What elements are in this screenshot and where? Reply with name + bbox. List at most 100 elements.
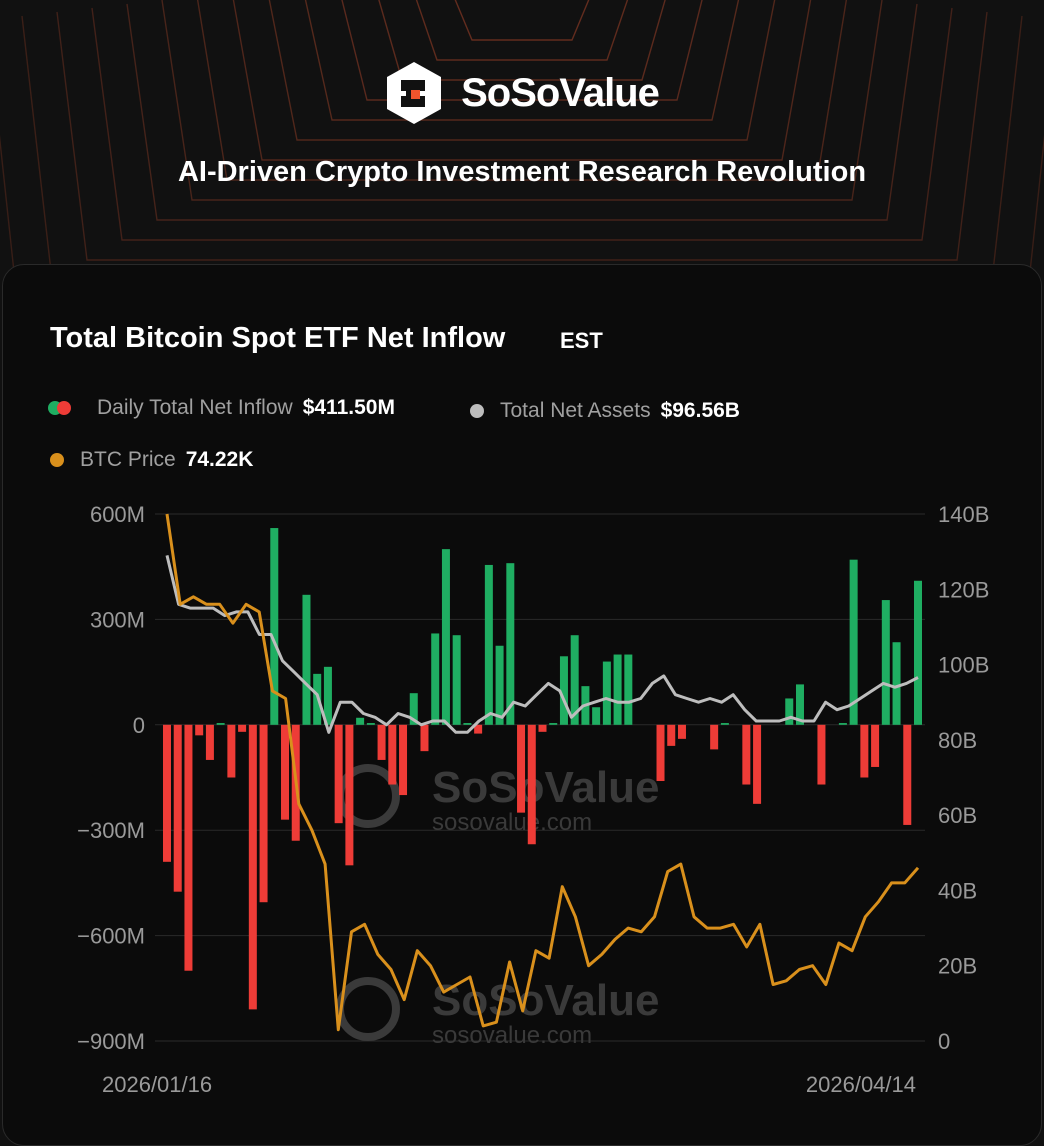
inflow-bar [495, 645, 504, 725]
inflow-bar [281, 724, 290, 820]
inflow-outflow-dot-icon [48, 401, 71, 415]
inflow-bar [356, 717, 365, 725]
inflow-bar [720, 723, 729, 725]
y-right-tick-label: 40B [938, 878, 977, 903]
total-net-assets-line [165, 555, 919, 734]
inflow-bar [860, 724, 869, 778]
inflow-bar [881, 600, 890, 725]
y-right-tick-label: 60B [938, 803, 977, 828]
inflow-bar [388, 724, 397, 785]
legend-daily-inflow[interactable]: Daily Total Net Inflow $411.50M [48, 396, 395, 420]
legend-btc-label: BTC Price [80, 448, 176, 471]
inflow-bar [259, 724, 268, 903]
inflow-bar [238, 724, 247, 732]
legend-daily-label: Daily Total Net Inflow [97, 396, 293, 419]
timezone-label[interactable]: EST [560, 328, 603, 353]
inflow-bar [216, 723, 225, 725]
sosovalue-logo-icon [387, 62, 442, 124]
background-line [415, 0, 629, 61]
inflow-bar [624, 654, 633, 725]
brand-header: SoSoValue [0, 60, 1044, 126]
inflow-bar [849, 559, 858, 725]
brand-name: SoSoValue [461, 70, 660, 115]
assets-line-group [165, 555, 919, 734]
inflow-bar [871, 724, 880, 767]
inflow-bars [163, 528, 922, 1010]
background-line [196, 0, 848, 181]
inflow-bar [163, 724, 171, 862]
inflow-bar [742, 724, 751, 785]
inflow-bar [345, 724, 354, 866]
watermark-logo-icon [336, 977, 400, 1041]
y-left-tick-label: −300M [77, 818, 145, 843]
inflow-bar [656, 724, 665, 782]
legend-assets-label: Total Net Assets [500, 399, 651, 422]
btc-dot-icon [50, 453, 64, 467]
x-start-label: 2026/01/16 [102, 1072, 212, 1097]
inflow-bar [184, 724, 193, 971]
inflow-bar [613, 654, 622, 725]
legend-daily-value: $411.50M [302, 396, 395, 419]
y-right-tick-label: 120B [938, 577, 989, 602]
inflow-bar [838, 723, 847, 725]
background-line [454, 0, 590, 41]
inflow-bar [431, 633, 440, 725]
watermark-url: sosovalue.com [432, 809, 592, 836]
background-line [161, 0, 883, 201]
y-left-tick-label: −900M [77, 1029, 145, 1054]
inflow-bar [677, 724, 686, 739]
inflow-bar [785, 698, 794, 725]
y-right-tick-label: 0 [938, 1029, 950, 1054]
inflow-bar [474, 724, 483, 734]
background-pattern [0, 0, 1044, 300]
watermark: SoSoValuesosovalue.comSoSoValuesosovalue… [336, 763, 659, 1049]
legend-total-assets[interactable]: Total Net Assets $96.56B [470, 399, 740, 423]
inflow-bar [452, 635, 461, 725]
inflow-bar [903, 724, 912, 825]
inflow-bar [399, 724, 408, 796]
inflow-bar [270, 528, 279, 725]
y-right-tick-label: 80B [938, 728, 977, 753]
inflow-bar [248, 724, 257, 1010]
net-inflow-chart[interactable]: SoSoValuesosovalue.comSoSoValuesosovalue… [0, 490, 1044, 1110]
inflow-bar [892, 642, 901, 725]
y-left-tick-label: 600M [90, 502, 145, 527]
legend-btc-price[interactable]: BTC Price 74.22K [50, 448, 253, 472]
inflow-bar [463, 723, 472, 725]
inflow-bar [441, 549, 450, 725]
btc-price-line [165, 513, 920, 1032]
inflow-bar [173, 724, 182, 892]
y-right-tick-label: 100B [938, 653, 989, 678]
inflow-bar [420, 724, 429, 752]
inflow-bar [527, 724, 536, 845]
inflow-bar [602, 661, 611, 725]
background-line [126, 3, 918, 221]
y-left-tick-label: −600M [77, 924, 145, 949]
background-line [378, 0, 666, 81]
btc-line-group [165, 513, 920, 1032]
legend-btc-value: 74.22K [185, 448, 254, 471]
inflow-bar [559, 656, 568, 725]
inflow-bar [195, 724, 204, 736]
y-left-tick-label: 0 [133, 713, 145, 738]
tagline: AI-Driven Crypto Investment Research Rev… [177, 156, 867, 188]
inflow-bar [795, 684, 804, 725]
background-line [0, 134, 1044, 300]
watermark-brand: SoSoValue [432, 763, 659, 812]
background-line [91, 7, 953, 241]
inflow-bar [205, 724, 214, 760]
inflow-bar [517, 724, 526, 813]
background-line [232, 0, 812, 161]
inflow-bar [302, 594, 311, 725]
inflow-bar [538, 724, 547, 732]
inflow-bar [914, 580, 922, 725]
assets-dot-icon [470, 404, 484, 418]
x-end-label: 2026/04/14 [806, 1072, 916, 1097]
background-line [268, 0, 776, 141]
inflow-bar [366, 723, 375, 725]
inflow-bar [549, 723, 558, 725]
legend-assets-value: $96.56B [660, 399, 740, 422]
y-right-tick-label: 140B [938, 502, 989, 527]
inflow-bar [323, 666, 332, 725]
inflow-bar [227, 724, 236, 778]
